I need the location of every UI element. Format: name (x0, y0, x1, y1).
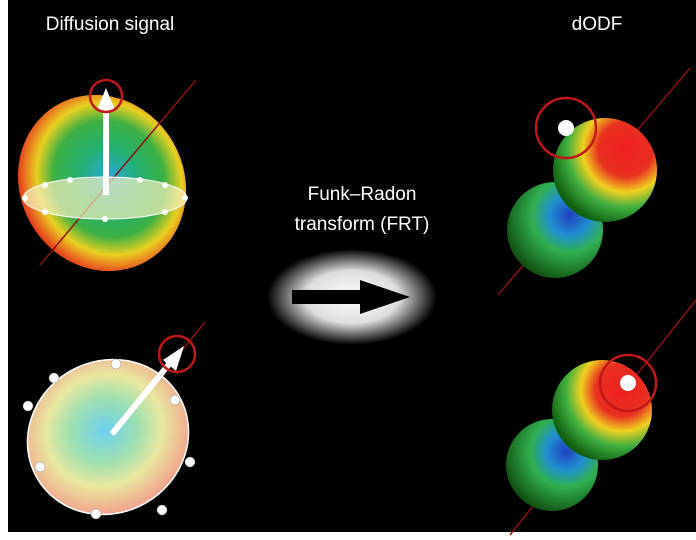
page: Diffusion signal dODF Funk–Radon transfo… (0, 0, 696, 540)
transform-label: transform (FRT) (295, 214, 430, 235)
transform-label: Funk–Radon (308, 184, 417, 205)
left-title: Diffusion signal (46, 14, 175, 35)
right-title: dODF (572, 14, 623, 35)
figure: Diffusion signal dODF Funk–Radon transfo… (0, 0, 696, 540)
